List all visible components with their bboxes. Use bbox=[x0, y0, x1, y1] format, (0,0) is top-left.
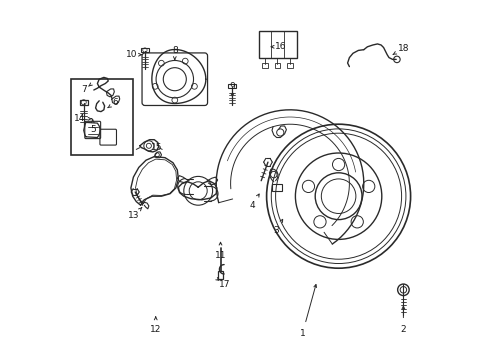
Text: 3: 3 bbox=[273, 226, 279, 235]
Text: 2: 2 bbox=[401, 325, 406, 334]
Bar bbox=[272, 184, 282, 191]
Text: 8: 8 bbox=[172, 46, 178, 55]
Bar bbox=[262, 63, 268, 68]
Bar bbox=[274, 63, 280, 68]
Text: 17: 17 bbox=[220, 280, 231, 289]
Text: 13: 13 bbox=[128, 211, 139, 220]
Text: 12: 12 bbox=[150, 325, 161, 334]
Bar bbox=[228, 84, 236, 88]
Text: 7: 7 bbox=[81, 85, 87, 94]
Bar bbox=[287, 63, 293, 68]
Text: 10: 10 bbox=[126, 50, 137, 59]
Bar bbox=[141, 48, 148, 52]
Bar bbox=[259, 31, 297, 58]
Bar bbox=[72, 79, 133, 155]
Text: 1: 1 bbox=[300, 328, 305, 338]
Text: 9: 9 bbox=[229, 82, 235, 91]
Text: 11: 11 bbox=[215, 251, 226, 260]
Text: 15: 15 bbox=[151, 143, 163, 152]
Text: 5: 5 bbox=[90, 125, 96, 134]
Bar bbox=[80, 100, 88, 105]
Text: 16: 16 bbox=[275, 42, 287, 51]
Text: 18: 18 bbox=[398, 44, 409, 53]
Bar bbox=[218, 271, 223, 279]
Text: 14: 14 bbox=[74, 114, 86, 123]
Text: 4: 4 bbox=[249, 201, 255, 210]
Text: 6: 6 bbox=[113, 98, 118, 107]
